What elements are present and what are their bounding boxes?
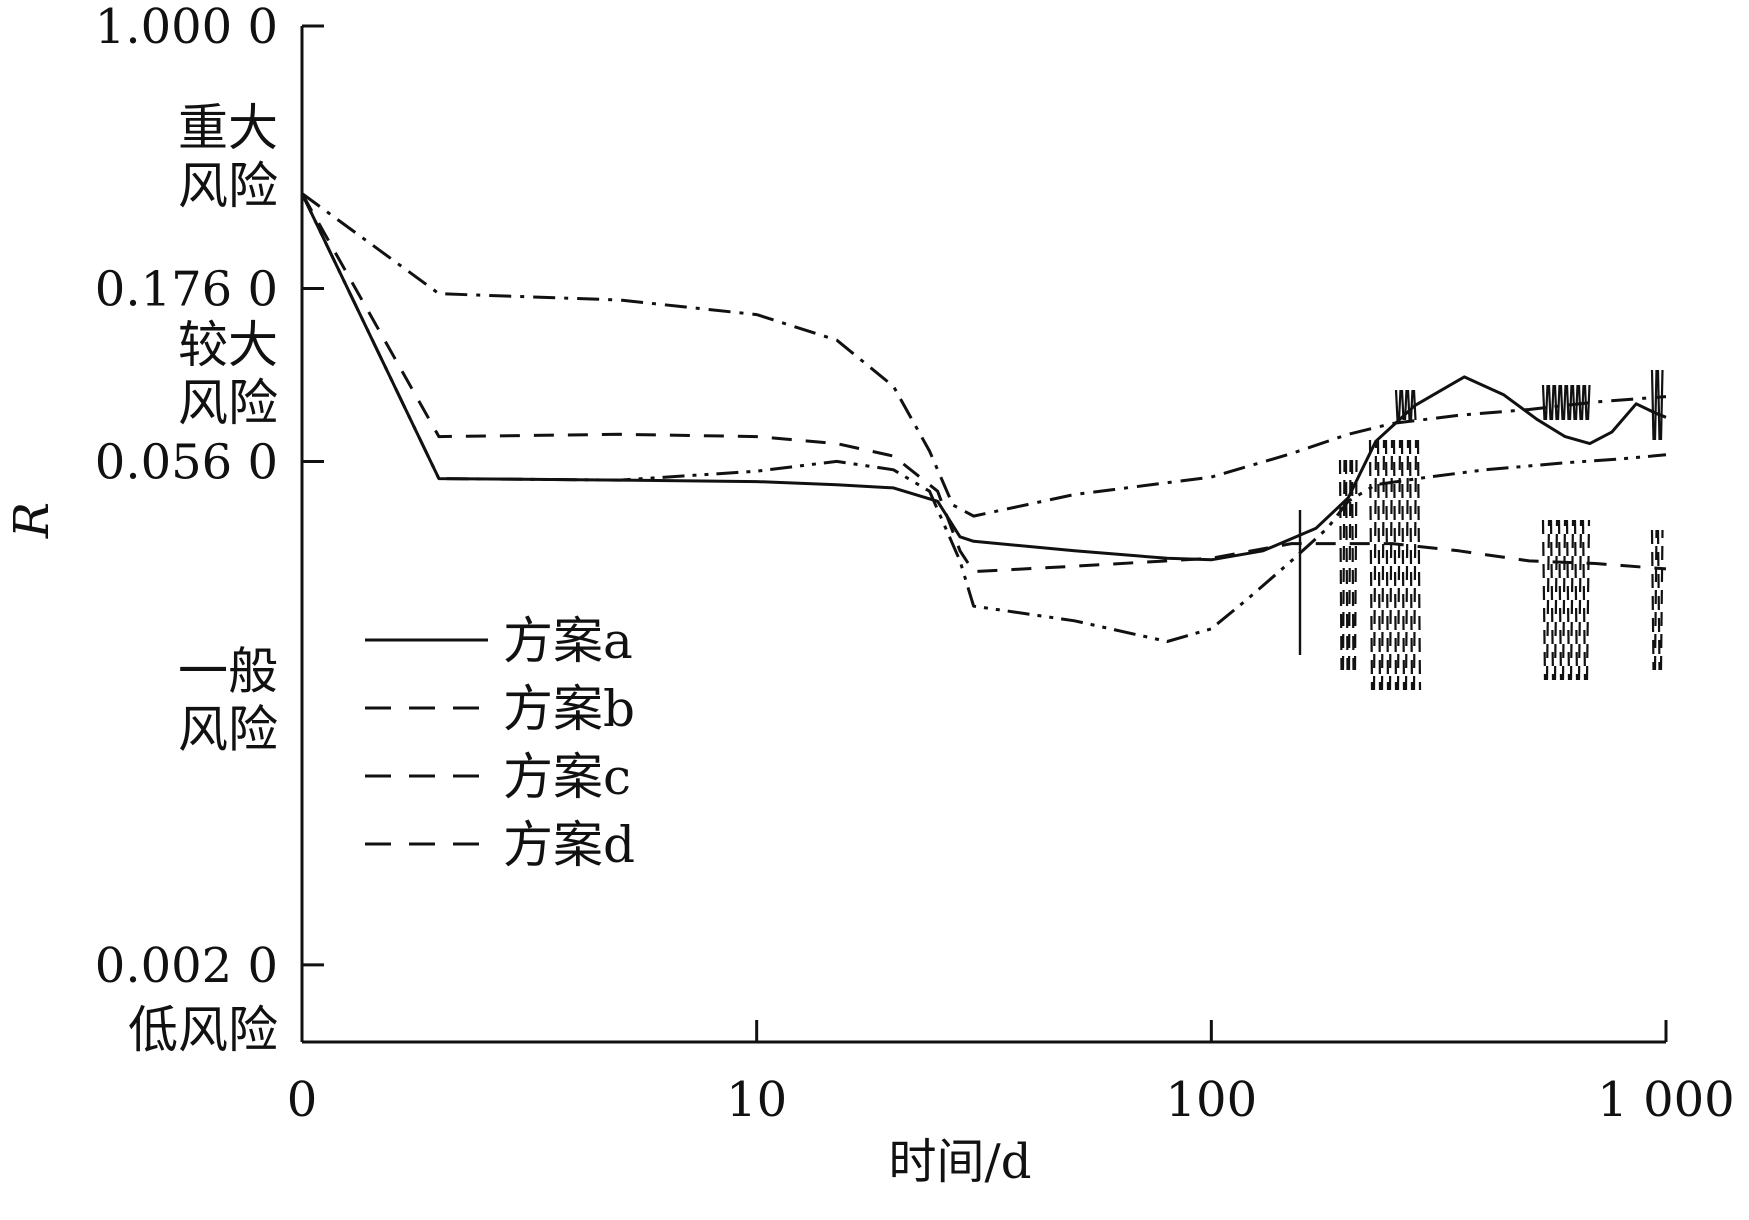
series-line [300,192,1667,562]
legend-label: 方案c [503,748,631,806]
x-tick-label: 10 [726,1072,787,1128]
oscillation-bands [1298,369,1664,691]
x-tick-label: 0 [287,1072,318,1128]
y-axis-label: R [4,502,60,539]
risk-zone-label: 风险 [178,157,278,215]
series-line [300,192,1667,574]
risk-zone-label: 风险 [178,701,278,759]
oscillation-band [1338,459,1358,671]
risk-zone-label: 低风险 [128,1001,278,1059]
oscillation-band [1541,384,1591,421]
risk-zone-label: 重大 [178,99,278,157]
series-line [300,192,1667,643]
risk-zone-label: 较大 [178,316,278,374]
x-axis-label: 时间/d [889,1134,1032,1190]
x-tick-label: 1 000 [1597,1072,1734,1128]
series-line [301,192,1667,518]
tick-labels: 1.000 0 0.176 0 0.056 0 0.002 0 0 10 100 1 000 [95,0,1735,1128]
risk-zone-label: 风险 [178,374,278,432]
y-tick-label: 0.176 0 [95,261,278,317]
oscillation-band [1394,389,1417,421]
axes [300,24,1668,1044]
oscillation-band [1541,519,1591,681]
legend: 方案a 方案b 方案c 方案d [365,612,635,874]
legend-label: 方案b [503,680,635,738]
y-tick-label: 1.000 0 [95,0,278,55]
y-tick-label: 0.056 0 [95,434,278,490]
risk-zone-label: 一般 [178,643,278,701]
y-tick-label: 0.002 0 [95,938,278,994]
oscillation-band [1368,439,1422,691]
x-tick-label: 100 [1166,1072,1258,1128]
plot-lines [300,192,1667,643]
oscillation-band [1650,529,1664,671]
legend-label: 方案d [503,816,635,874]
legend-label: 方案a [503,612,633,670]
oscillation-band [1650,369,1664,441]
